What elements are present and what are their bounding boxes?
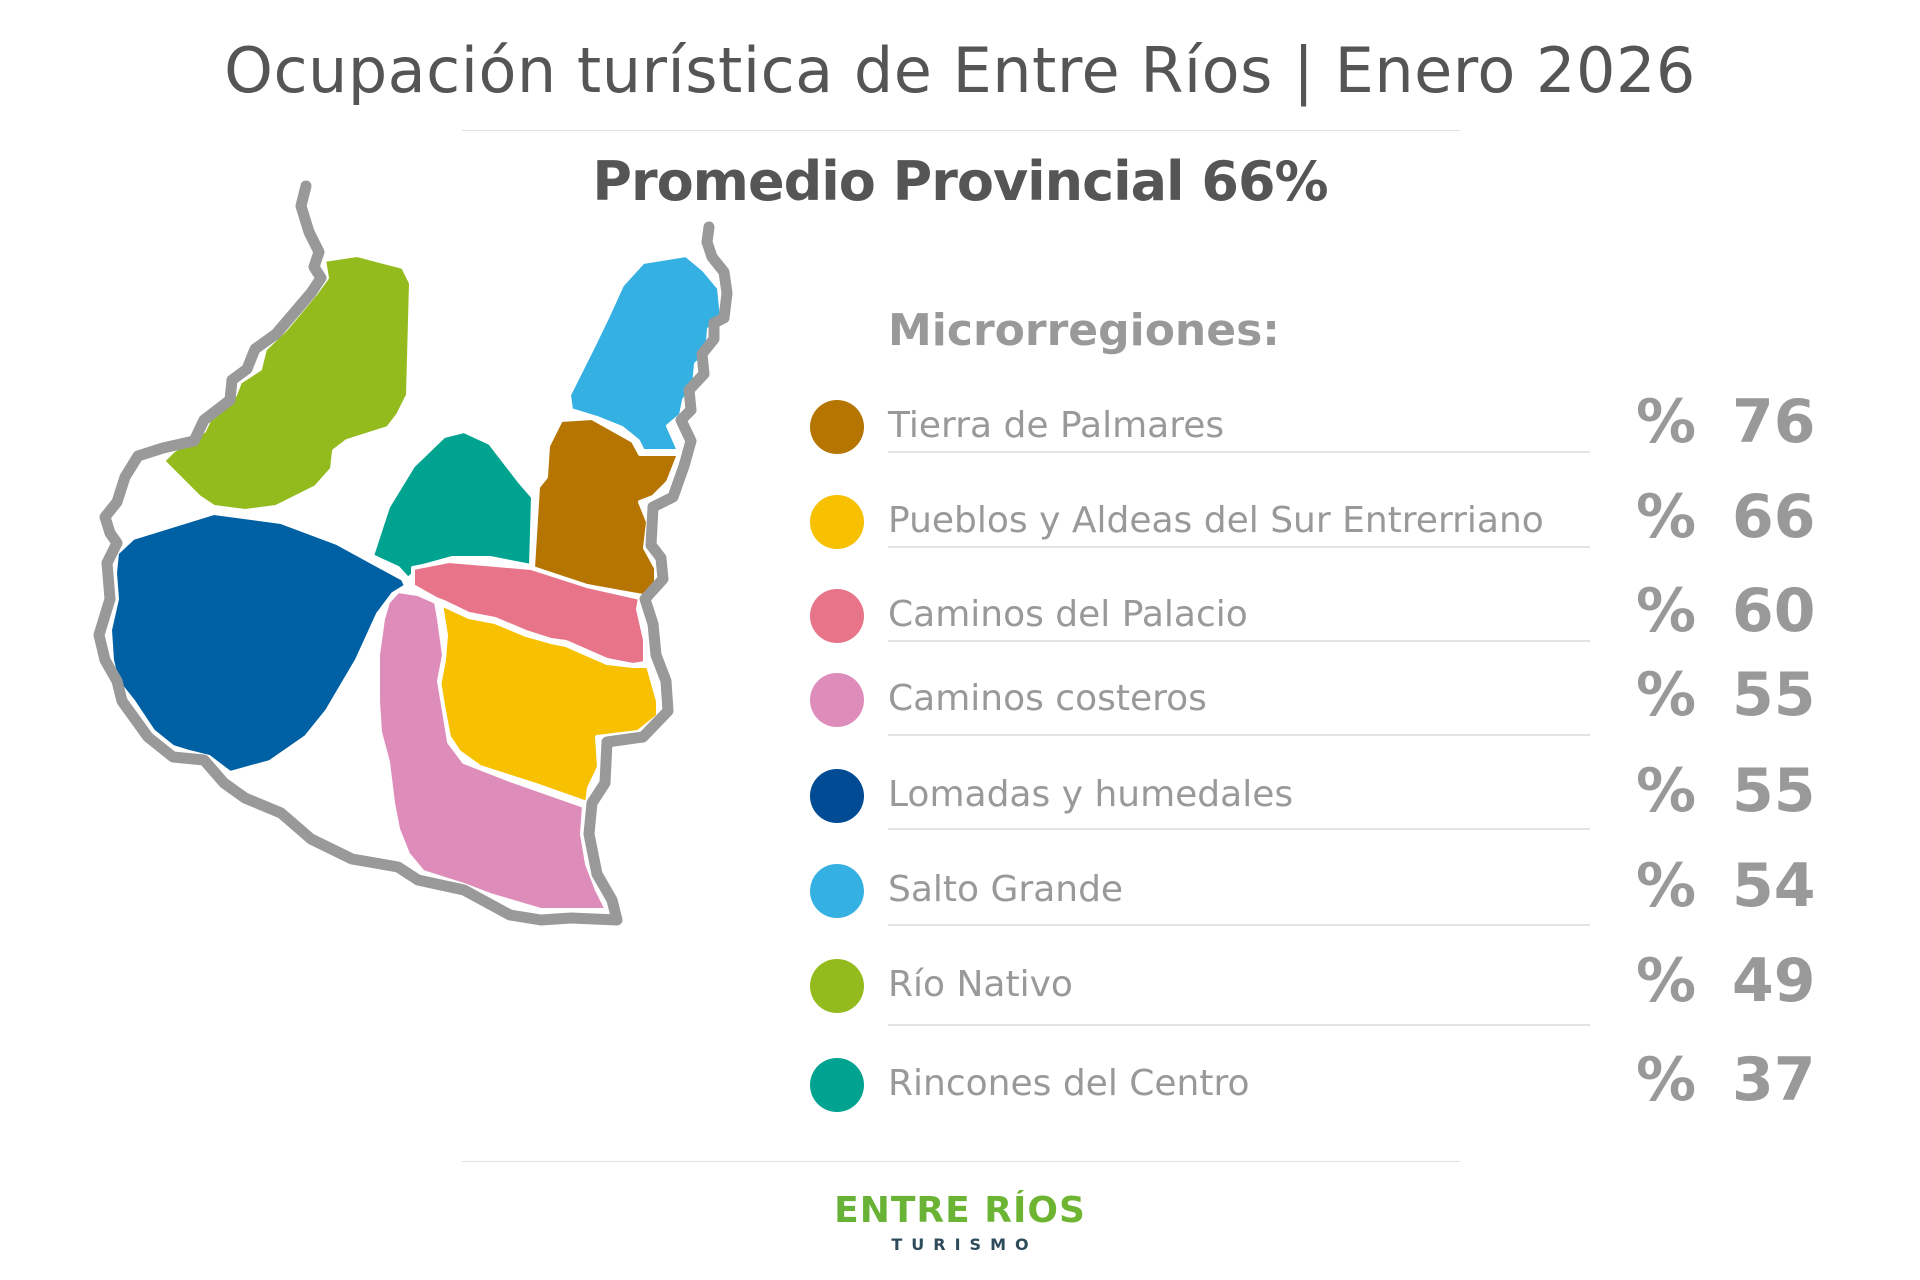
row-divider (888, 451, 1590, 453)
occupancy-value: 76 (1732, 387, 1816, 457)
region-name: Caminos costeros (888, 678, 1207, 719)
occupancy-value: 55 (1732, 660, 1816, 730)
row-divider (888, 546, 1590, 548)
occupancy-value: 37 (1732, 1045, 1816, 1115)
row-divider (888, 828, 1590, 830)
row-divider (888, 734, 1590, 736)
percent-symbol: % (1636, 756, 1697, 826)
region-name: Caminos del Palacio (888, 594, 1248, 635)
occupancy-value: 60 (1732, 576, 1816, 646)
legend-row: Caminos costeros% 55 (810, 660, 1870, 740)
legend-row: Tierra de Palmares% 76 (810, 387, 1870, 467)
provincial-average: Promedio Provincial 66% (592, 150, 1328, 213)
color-dot (810, 589, 864, 643)
color-dot (810, 769, 864, 823)
color-dot (810, 959, 864, 1013)
occupancy-value: 54 (1732, 851, 1816, 921)
legend-row: Lomadas y humedales% 55 (810, 756, 1870, 836)
region-lomadas-y-humedales (108, 511, 408, 775)
color-dot (810, 1058, 864, 1112)
occupancy-value: 55 (1732, 756, 1816, 826)
region-name: Salto Grande (888, 869, 1124, 910)
color-dot (810, 673, 864, 727)
legend-row: Pueblos y Aldeas del Sur Entrerriano% 66 (810, 482, 1870, 562)
row-divider (888, 640, 1590, 642)
legend-title: Microrregiones: (888, 305, 1280, 356)
row-divider (888, 924, 1590, 926)
logo-sub-text: TURISMO (891, 1235, 1038, 1254)
top-divider (462, 130, 1460, 131)
region-rio-nativo (161, 253, 413, 513)
region-name: Pueblos y Aldeas del Sur Entrerriano (888, 500, 1544, 541)
logo-main-text: ENTRE RÍOS (0, 1190, 1920, 1231)
legend-row: Salto Grande% 54 (810, 851, 1870, 931)
occupancy-value: 66 (1732, 482, 1816, 552)
bottom-divider (462, 1161, 1460, 1162)
color-dot (810, 400, 864, 454)
region-name: Tierra de Palmares (888, 405, 1225, 446)
percent-symbol: % (1636, 482, 1697, 552)
page-title: Ocupación turística de Entre Ríos | Ener… (224, 34, 1696, 107)
region-name: Río Nativo (888, 964, 1073, 1005)
entre-rios-turismo-logo: ENTRE RÍOS TURISMO (0, 1190, 1920, 1254)
region-name: Rincones del Centro (888, 1063, 1250, 1104)
occupancy-value: 49 (1732, 946, 1816, 1016)
region-caminos-costeros (376, 589, 609, 912)
legend-row: Río Nativo% 49 (810, 946, 1870, 1026)
percent-symbol: % (1636, 387, 1697, 457)
region-tierra-de-palmares (531, 416, 681, 598)
percent-symbol: % (1636, 851, 1697, 921)
region-rincones-del-centro (370, 429, 535, 581)
color-dot (810, 864, 864, 918)
percent-symbol: % (1636, 660, 1697, 730)
color-dot (810, 495, 864, 549)
region-caminos-del-palacio (411, 559, 647, 667)
percent-symbol: % (1636, 1045, 1697, 1115)
region-name: Lomadas y humedales (888, 774, 1294, 815)
province-border (93, 180, 733, 926)
row-divider (888, 1024, 1590, 1026)
percent-symbol: % (1636, 946, 1697, 1016)
legend-row: Caminos del Palacio% 60 (810, 576, 1870, 656)
legend-row: Rincones del Centro% 37 (810, 1045, 1870, 1125)
percent-symbol: % (1636, 576, 1697, 646)
